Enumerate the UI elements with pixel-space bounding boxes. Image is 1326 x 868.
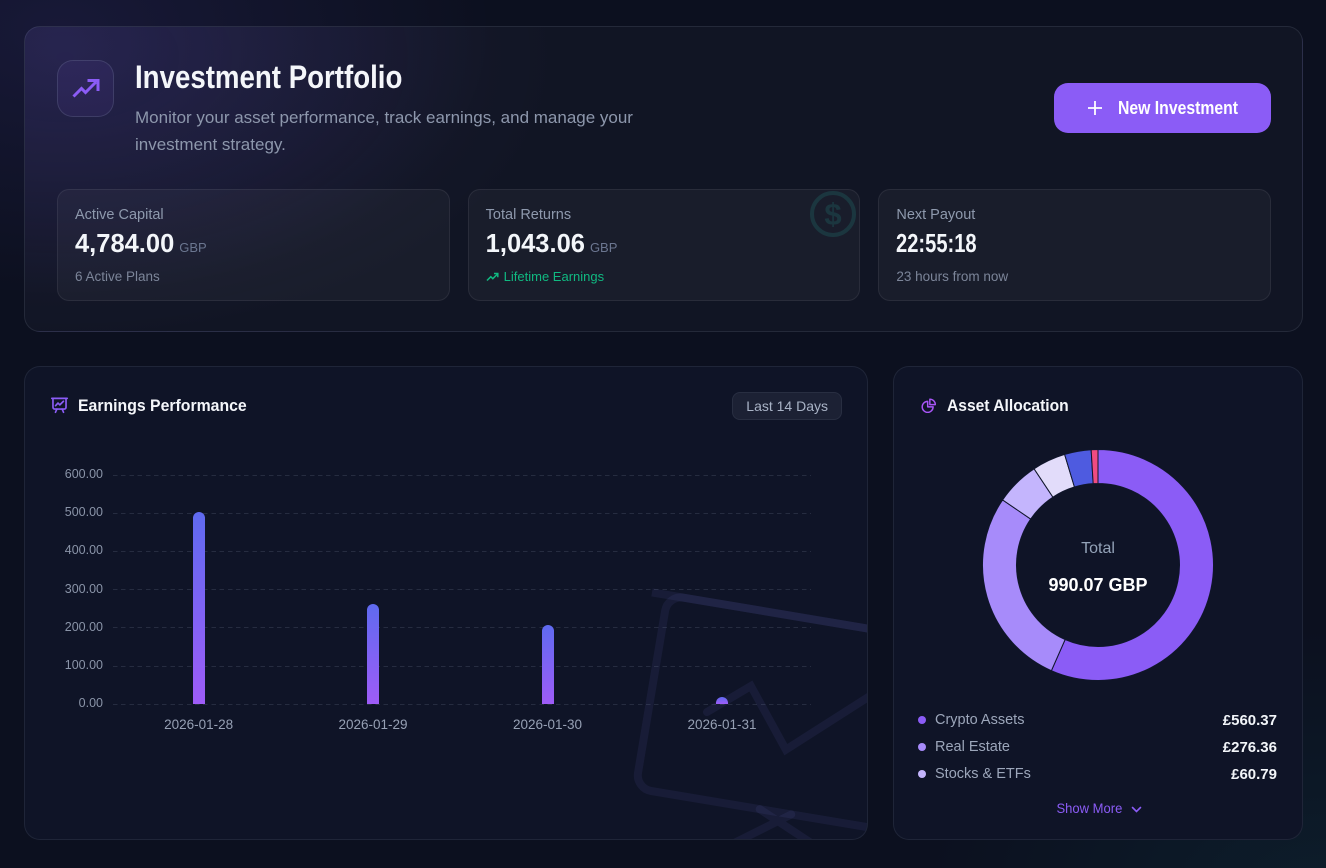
- svg-text:$: $: [825, 197, 842, 232]
